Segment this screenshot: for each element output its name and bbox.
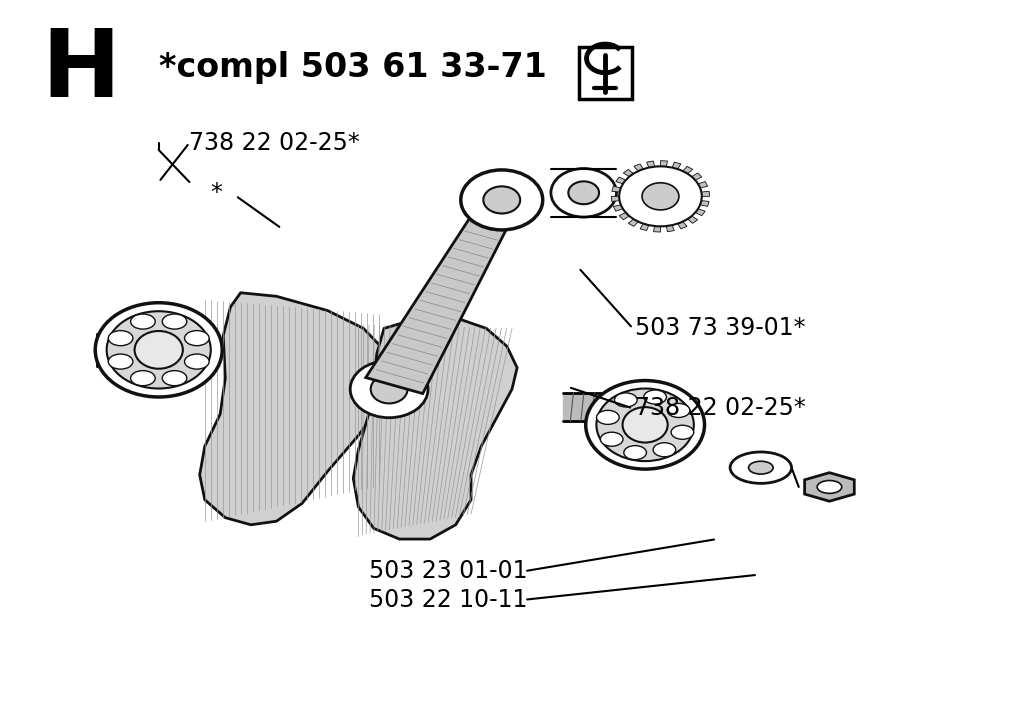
Ellipse shape: [109, 354, 133, 369]
Ellipse shape: [623, 407, 668, 443]
Ellipse shape: [644, 390, 667, 404]
Polygon shape: [620, 213, 630, 220]
Ellipse shape: [749, 461, 773, 474]
Ellipse shape: [730, 452, 792, 483]
Polygon shape: [672, 162, 681, 169]
Polygon shape: [611, 186, 621, 192]
Ellipse shape: [614, 393, 637, 407]
Polygon shape: [698, 181, 708, 188]
Ellipse shape: [620, 166, 701, 226]
Ellipse shape: [131, 314, 156, 329]
Polygon shape: [678, 221, 687, 228]
Polygon shape: [660, 161, 668, 166]
Polygon shape: [691, 173, 701, 180]
Ellipse shape: [586, 381, 705, 469]
Ellipse shape: [653, 443, 676, 457]
Polygon shape: [653, 226, 660, 232]
Ellipse shape: [109, 331, 133, 346]
Polygon shape: [366, 195, 519, 393]
Polygon shape: [700, 201, 710, 206]
Polygon shape: [611, 196, 620, 201]
Ellipse shape: [596, 388, 694, 461]
Ellipse shape: [184, 354, 209, 369]
Polygon shape: [353, 318, 517, 539]
Text: 503 22 10-11: 503 22 10-11: [369, 588, 527, 612]
Polygon shape: [695, 208, 706, 216]
Ellipse shape: [371, 375, 408, 403]
Ellipse shape: [551, 169, 616, 217]
Ellipse shape: [184, 331, 209, 346]
Ellipse shape: [597, 411, 620, 424]
Ellipse shape: [162, 371, 186, 386]
Ellipse shape: [624, 446, 646, 460]
Polygon shape: [667, 225, 675, 231]
Polygon shape: [615, 177, 626, 184]
Polygon shape: [640, 223, 649, 231]
Text: 738 22 02-25*: 738 22 02-25*: [635, 396, 806, 421]
Ellipse shape: [642, 183, 679, 210]
Polygon shape: [687, 216, 697, 223]
Ellipse shape: [671, 426, 693, 439]
Ellipse shape: [461, 170, 543, 230]
Ellipse shape: [568, 181, 599, 204]
Ellipse shape: [131, 371, 156, 386]
Polygon shape: [701, 191, 710, 196]
Ellipse shape: [668, 403, 690, 418]
Ellipse shape: [106, 311, 211, 388]
FancyBboxPatch shape: [579, 47, 632, 99]
Polygon shape: [629, 219, 638, 226]
Ellipse shape: [350, 361, 428, 418]
Text: 503 73 39-01*: 503 73 39-01*: [635, 316, 806, 341]
Text: *compl 503 61 33-71: *compl 503 61 33-71: [159, 51, 547, 84]
Text: H: H: [41, 26, 120, 117]
Polygon shape: [805, 473, 854, 501]
Text: 503 23 01-01: 503 23 01-01: [369, 559, 527, 583]
Polygon shape: [683, 166, 692, 174]
Ellipse shape: [817, 481, 842, 493]
Ellipse shape: [162, 314, 186, 329]
Polygon shape: [646, 161, 654, 168]
Text: *: *: [210, 181, 222, 205]
Ellipse shape: [600, 432, 623, 446]
Ellipse shape: [134, 331, 183, 368]
Polygon shape: [200, 293, 394, 525]
Text: 738 22 02-25*: 738 22 02-25*: [189, 131, 360, 155]
Polygon shape: [613, 205, 623, 211]
Ellipse shape: [95, 303, 222, 397]
Polygon shape: [624, 169, 634, 176]
Polygon shape: [634, 164, 643, 171]
Ellipse shape: [483, 186, 520, 213]
